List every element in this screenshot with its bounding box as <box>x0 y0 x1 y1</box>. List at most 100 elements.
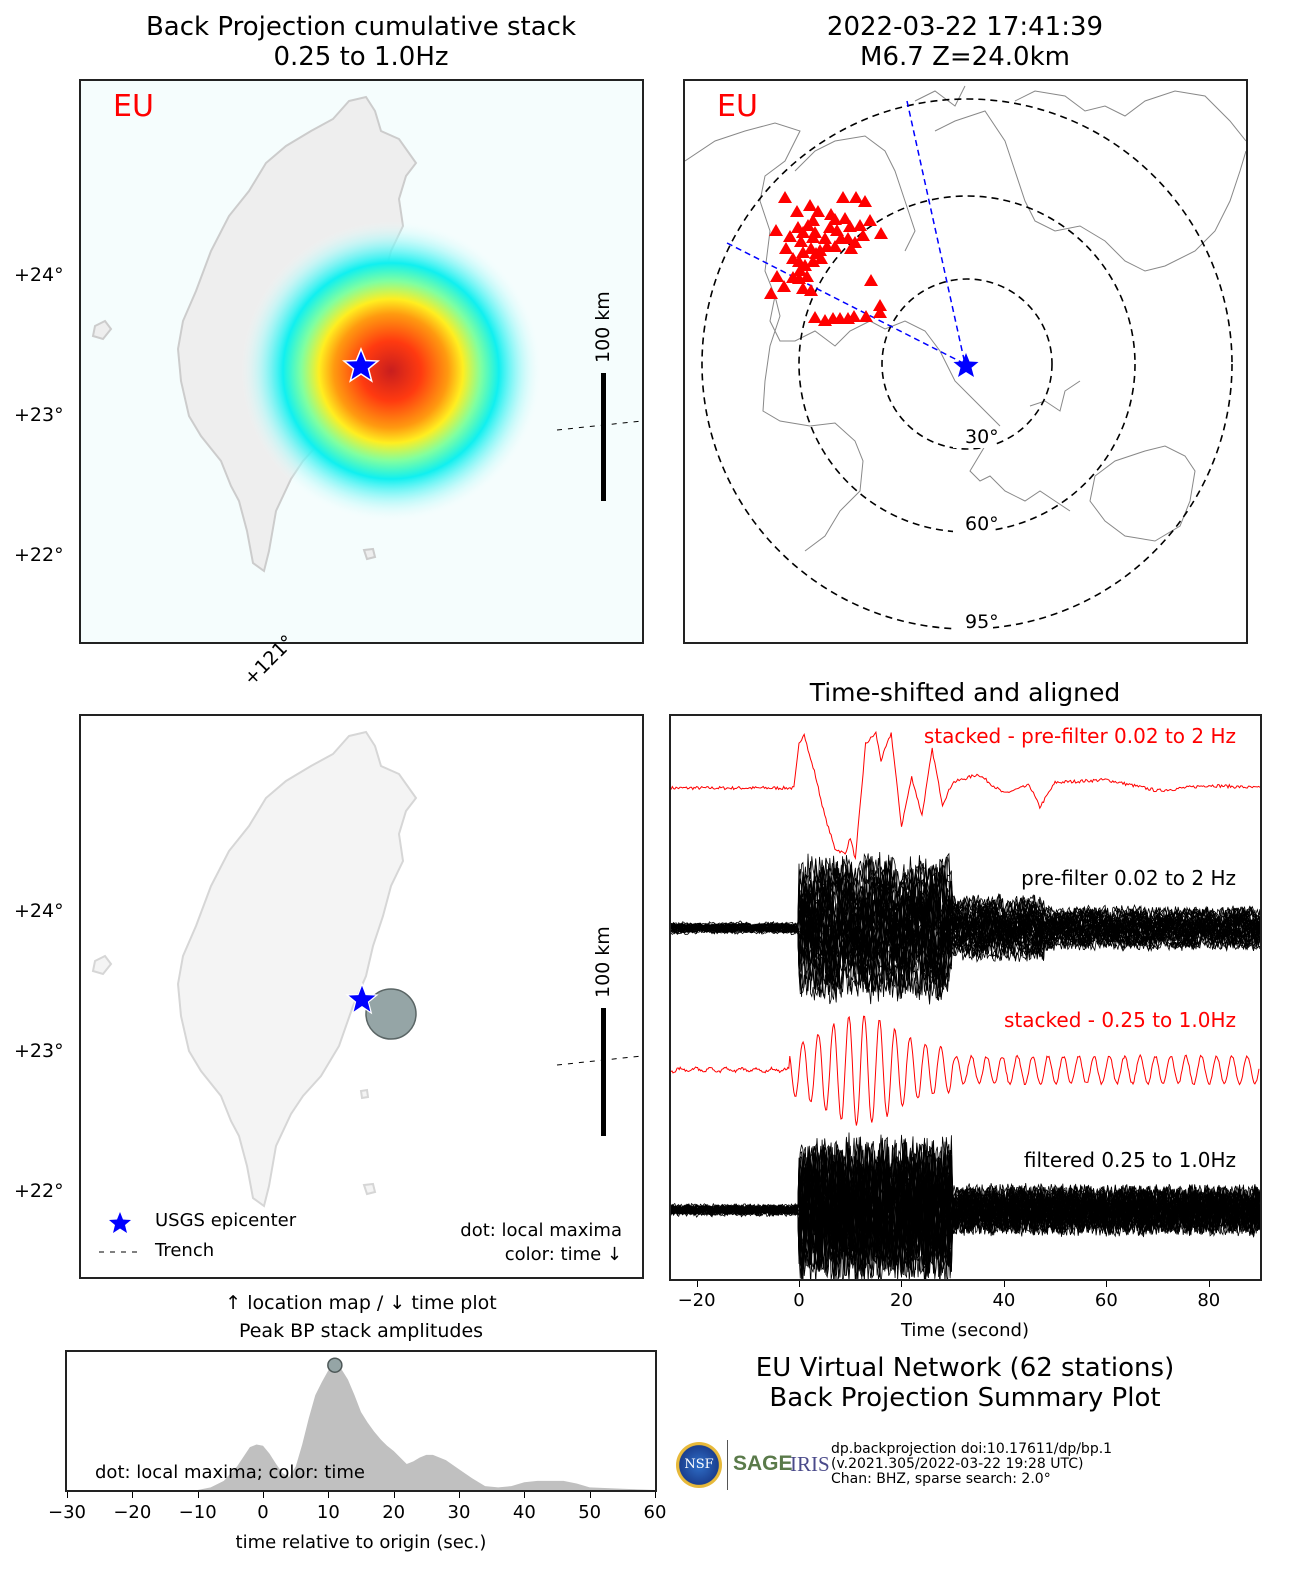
taiwan-landmass <box>176 730 418 1208</box>
peak-x-tick-mark <box>132 1492 134 1498</box>
peak-x-tick-mark <box>197 1492 199 1498</box>
ring-95 <box>701 98 1233 630</box>
traces-canvas <box>671 730 1260 1279</box>
station-marker <box>814 252 828 264</box>
trench-line <box>556 420 642 431</box>
station-marker <box>796 282 810 294</box>
trace-label-stacked-prefilter: stacked - pre-filter 0.02 to 2 Hz <box>923 724 1236 748</box>
location-map-caption: ↑ location map / ↓ time plot <box>225 1292 497 1314</box>
logo-divider <box>727 1440 728 1490</box>
station-marker <box>804 284 818 296</box>
station-marker <box>806 231 820 243</box>
peak-x-tick-label: 30 <box>447 1502 471 1523</box>
sage-logo-text: SAGE <box>733 1452 793 1475</box>
station-marker <box>828 240 842 252</box>
map-note-line2: color: time ↓ <box>504 1244 622 1265</box>
summary-title-line2: Back Projection Summary Plot <box>769 1383 1161 1413</box>
map-note-line1: dot: local maxima <box>460 1220 622 1241</box>
prefilter-trace <box>671 859 1260 996</box>
station-marker <box>803 199 817 211</box>
station-marker <box>790 205 804 217</box>
station-marker <box>843 220 857 232</box>
filtered-trace <box>671 1135 1260 1275</box>
summary-title-line1: EU Virtual Network (62 stations) <box>755 1353 1175 1383</box>
azimuth-line-north <box>906 100 966 365</box>
legend-epicenter-icon <box>109 1212 131 1233</box>
peak-x-tick-mark <box>589 1492 591 1498</box>
bp-energy-heatmap <box>241 221 541 521</box>
penghu-islands <box>91 954 113 976</box>
station-marker <box>873 306 887 318</box>
map-note: dot: local maxima color: time ↓ <box>460 1219 622 1267</box>
peak-x-tick-label: −30 <box>48 1502 86 1523</box>
station-marker <box>859 310 873 322</box>
bp-stack-title-line1: Back Projection cumulative stack <box>145 12 577 42</box>
station-marker <box>853 219 867 231</box>
trench-line <box>556 1055 642 1066</box>
green-island <box>359 1088 370 1100</box>
location-map: 100 km USGS epicenter Trench dot: local … <box>79 714 644 1279</box>
trace-label-prefilter: pre-filter 0.02 to 2 Hz <box>1021 866 1236 890</box>
traces-x-tick-label: 20 <box>890 1290 913 1311</box>
station-marker <box>836 191 850 203</box>
lat-tick-22-bottom: +22° <box>14 1180 64 1202</box>
peak-x-tick-label: −20 <box>113 1502 152 1523</box>
bp-stack-map: EU 100 km <box>79 79 644 644</box>
local-maxima-dot <box>327 1357 343 1373</box>
scale-bar-label: 100 km <box>592 926 614 998</box>
station-marker <box>863 214 877 226</box>
station-marker <box>778 191 792 203</box>
traces-x-tick-mark <box>1003 1281 1005 1287</box>
station-marker <box>796 246 810 258</box>
station-marker <box>808 311 822 323</box>
epicenter-star <box>342 347 380 383</box>
ring-label-95: 95° <box>965 611 999 633</box>
orchid-island <box>362 547 377 561</box>
station-marker <box>856 229 870 241</box>
station-marker <box>801 219 815 231</box>
local-maxima-dot <box>365 988 417 1040</box>
ring-label-60: 60° <box>965 513 999 535</box>
peak-x-tick-label: 10 <box>316 1502 340 1523</box>
coastlines <box>685 85 1246 552</box>
station-marker <box>793 264 807 276</box>
stacked-filtered-trace <box>671 1015 1260 1126</box>
peak-x-tick-mark <box>263 1492 264 1498</box>
peak-x-tick-mark <box>328 1492 330 1498</box>
event-datetime: 2022-03-22 17:41:39 <box>826 12 1104 42</box>
station-marker <box>777 280 791 292</box>
peak-x-tick-label: −10 <box>178 1502 217 1523</box>
lat-tick-24: +24° <box>14 264 64 286</box>
lat-tick-24-bottom: +24° <box>14 900 64 922</box>
penghu-islands <box>91 319 113 341</box>
station-marker <box>873 299 887 311</box>
bp-stack-title: Back Projection cumulative stack 0.25 to… <box>80 12 642 72</box>
legend-trench-label: Trench <box>155 1240 215 1261</box>
peak-plot-annotation: dot: local maxima; color: time <box>95 1462 365 1483</box>
traces-x-tick-label: 0 <box>793 1290 805 1311</box>
station-marker <box>874 227 888 239</box>
station-marker <box>841 232 855 244</box>
prefilter-trace <box>671 858 1260 1002</box>
traces-x-tick-mark <box>1208 1281 1210 1287</box>
prefilter-trace <box>671 860 1260 995</box>
peak-x-tick-mark <box>524 1492 526 1498</box>
legend-epicenter-label: USGS epicenter <box>155 1210 297 1231</box>
azimuth-line-west <box>726 242 966 365</box>
peak-plot-title: Peak BP stack amplitudes <box>238 1320 484 1342</box>
station-marker <box>828 213 842 225</box>
lat-tick-23-bottom: +23° <box>14 1040 64 1062</box>
epicenter-star <box>953 353 979 377</box>
ring-label-30: 30° <box>965 426 999 448</box>
station-marker <box>770 270 784 282</box>
station-markers <box>764 191 888 326</box>
prefilter-trace <box>671 857 1260 998</box>
summary-title: EU Virtual Network (62 stations) Back Pr… <box>669 1353 1261 1413</box>
traces-x-tick-mark <box>696 1281 698 1287</box>
station-marker <box>811 205 825 217</box>
peak-x-tick-mark <box>67 1492 68 1498</box>
traces-x-tick-mark <box>1106 1281 1108 1287</box>
peak-x-tick-label: 50 <box>578 1502 602 1523</box>
station-marker <box>818 232 832 244</box>
peak-x-tick-mark <box>393 1492 395 1498</box>
